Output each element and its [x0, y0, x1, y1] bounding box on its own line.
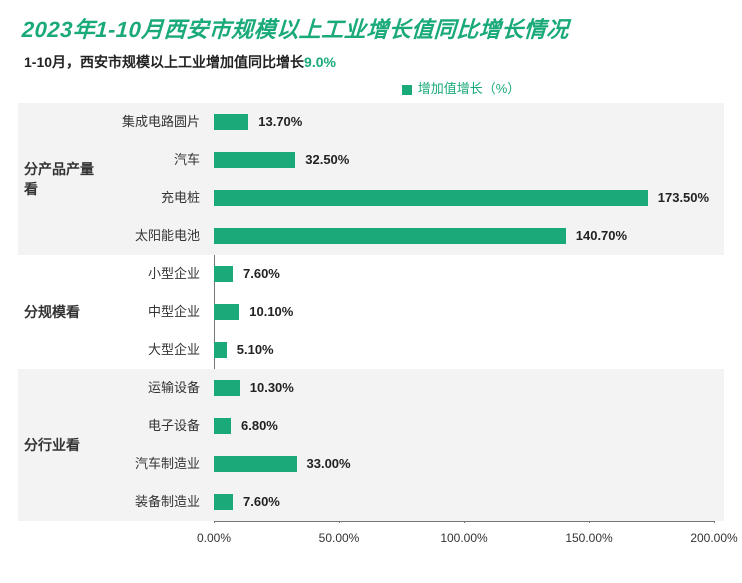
category-label: 集成电路圆片	[108, 103, 206, 141]
bar-value-label: 13.70%	[258, 103, 302, 141]
bar	[214, 418, 231, 434]
legend-swatch	[402, 85, 412, 95]
bar-value-label: 173.50%	[658, 179, 709, 217]
plot-cell: 10.30%	[214, 369, 714, 407]
bar-row: 集成电路圆片 13.70%	[18, 103, 724, 141]
bar	[214, 266, 233, 282]
chart-title: 2023年1-10月西安市规模以上工业增长值同比增长情况	[17, 12, 725, 44]
plot-cell: 33.00%	[214, 445, 714, 483]
bar	[214, 456, 297, 472]
chart-subtitle: 1-10月，西安市规模以上工业增加值同比增长9.0%	[18, 52, 724, 72]
bar-value-label: 33.00%	[307, 445, 351, 483]
bar-row: 装备制造业 7.60%	[18, 483, 724, 521]
category-label: 运输设备	[108, 369, 206, 407]
plot-cell: 173.50%	[214, 179, 714, 217]
x-tick-label: 150.00%	[559, 531, 619, 545]
legend-label: 增加值增长（%）	[418, 81, 521, 96]
bar	[214, 114, 248, 130]
bar-row: 中型企业 10.10%	[18, 293, 724, 331]
bar	[214, 190, 648, 206]
category-label: 电子设备	[108, 407, 206, 445]
bar-row: 汽车 32.50%	[18, 141, 724, 179]
bar	[214, 494, 233, 510]
bar	[214, 380, 240, 396]
plot-cell: 140.70%	[214, 217, 714, 255]
bar	[214, 228, 566, 244]
category-label: 小型企业	[108, 255, 206, 293]
bar-value-label: 32.50%	[305, 141, 349, 179]
plot-cell: 10.10%	[214, 293, 714, 331]
legend: 增加值增长（%）	[18, 78, 724, 97]
bar-row: 大型企业 5.10%	[18, 331, 724, 369]
bar-value-label: 5.10%	[237, 331, 274, 369]
plot-cell: 7.60%	[214, 255, 714, 293]
subtitle-highlight: 9.0%	[304, 54, 336, 70]
x-tick-label: 50.00%	[309, 531, 369, 545]
bar-row: 汽车制造业 33.00%	[18, 445, 724, 483]
bar-value-label: 140.70%	[576, 217, 627, 255]
x-tick-label: 0.00%	[184, 531, 244, 545]
bar-row: 电子设备 6.80%	[18, 407, 724, 445]
bar-row: 充电桩 173.50%	[18, 179, 724, 217]
category-label: 充电桩	[108, 179, 206, 217]
category-label: 太阳能电池	[108, 217, 206, 255]
category-label: 大型企业	[108, 331, 206, 369]
bar-value-label: 6.80%	[241, 407, 278, 445]
plot-cell: 5.10%	[214, 331, 714, 369]
x-tick-label: 200.00%	[684, 531, 742, 545]
chart-container: 2023年1-10月西安市规模以上工业增长值同比增长情况 1-10月，西安市规模…	[0, 0, 742, 583]
category-label: 汽车	[108, 141, 206, 179]
chart-area: 0.00%50.00%100.00%150.00%200.00%分产品产量看集成…	[18, 103, 724, 547]
plot-cell: 13.70%	[214, 103, 714, 141]
category-label: 汽车制造业	[108, 445, 206, 483]
plot-cell: 32.50%	[214, 141, 714, 179]
x-tick-label: 100.00%	[434, 531, 494, 545]
bar-row: 小型企业 7.60%	[18, 255, 724, 293]
category-label: 中型企业	[108, 293, 206, 331]
bar-value-label: 10.10%	[249, 293, 293, 331]
subtitle-text: 1-10月，西安市规模以上工业增加值同比增长	[24, 54, 304, 70]
bar	[214, 342, 227, 358]
bar-value-label: 10.30%	[250, 369, 294, 407]
plot-cell: 6.80%	[214, 407, 714, 445]
bar	[214, 304, 239, 320]
plot-cell: 7.60%	[214, 483, 714, 521]
category-label: 装备制造业	[108, 483, 206, 521]
bar-value-label: 7.60%	[243, 483, 280, 521]
bar-row: 太阳能电池 140.70%	[18, 217, 724, 255]
bar	[214, 152, 295, 168]
bar-row: 运输设备 10.30%	[18, 369, 724, 407]
bar-value-label: 7.60%	[243, 255, 280, 293]
